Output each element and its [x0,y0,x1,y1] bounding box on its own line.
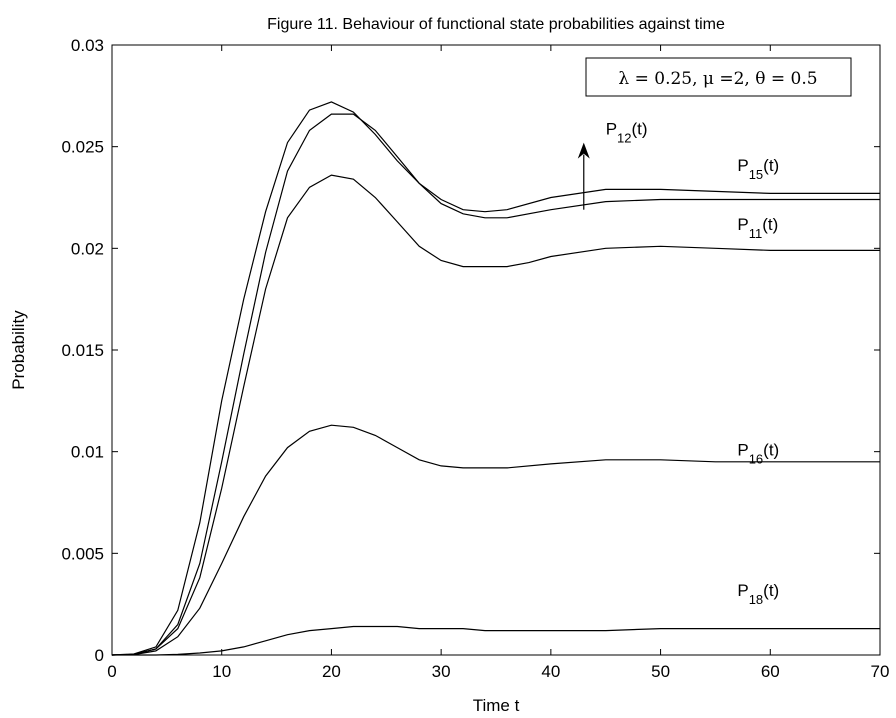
annotation-layer: P12(t)P15(t)P11(t)P16(t)P18(t) [577,119,779,607]
series-label-subscript: 15 [749,167,763,182]
series-label-suffix: (t) [762,215,778,234]
series-label-suffix: (t) [763,156,779,175]
y-tick-label: 0.015 [61,341,104,360]
series-layer [111,101,880,656]
x-axis-label: Time t [473,696,520,715]
legend-parameters: λ = 0.25, μ =2, θ = 0.5 [618,69,817,89]
series-label-subscript: 12 [617,130,631,145]
series-label-base: P [606,119,617,138]
x-tick-label: 0 [107,662,116,681]
y-axis-label: Probability [9,310,28,390]
series-line-p18t [112,625,880,656]
y-tick-label: 0.01 [71,443,104,462]
series-label: P18(t) [737,581,779,607]
series-label-subscript: 11 [749,226,763,241]
series-line-p11t [111,174,880,656]
legend-box: λ = 0.25, μ =2, θ = 0.5 [585,57,852,97]
y-tick-label: 0.02 [71,239,104,258]
x-tick-label: 50 [651,662,670,681]
series-label: P11(t) [737,215,778,241]
y-tick-label: 0 [95,646,104,665]
series-line-p12t [111,113,880,656]
x-tick-label: 30 [432,662,451,681]
series-label-base: P [737,441,748,460]
arrow-head [577,142,590,159]
series-label-suffix: (t) [763,441,779,460]
x-tick-label: 70 [871,662,890,681]
x-axis-ticks: 0 10 20 30 40 50 60 70 [107,45,889,681]
legend-frame [585,57,852,97]
series-label-suffix: (t) [763,581,779,600]
chart-title: Figure 11. Behaviour of functional state… [267,16,725,33]
series-label-subscript: 18 [749,592,763,607]
series-line-p15t [111,101,880,656]
series-label-subscript: 16 [749,452,763,467]
plot-area [111,44,881,656]
x-tick-label: 60 [761,662,780,681]
y-tick-label: 0.03 [71,36,104,55]
y-tick-label: 0.005 [61,544,104,563]
y-tick-label: 0.025 [61,138,104,157]
series-label-base: P [737,215,748,234]
x-tick-label: 40 [541,662,560,681]
x-tick-label: 10 [212,662,231,681]
x-tick-label: 20 [322,662,341,681]
series-label-suffix: (t) [632,119,648,138]
series-label-base: P [737,581,748,600]
series-label: P15(t) [737,156,779,182]
series-label-base: P [737,156,748,175]
series-label: P16(t) [737,441,779,467]
y-axis-ticks: 0 0.005 0.01 0.015 0.02 0.025 0.03 [61,36,880,665]
series-label: P12(t) [606,119,648,145]
series-line-p16t [111,424,880,656]
